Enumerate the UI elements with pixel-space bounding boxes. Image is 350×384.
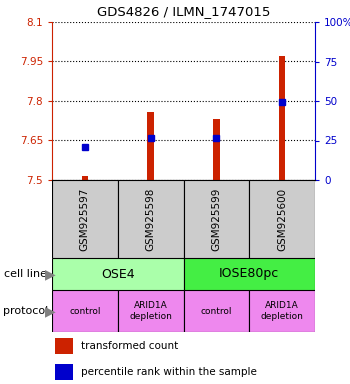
Bar bbox=[279, 56, 285, 180]
Text: GSM925600: GSM925600 bbox=[277, 187, 287, 251]
Text: ARID1A
depletion: ARID1A depletion bbox=[129, 301, 172, 321]
Bar bbox=[118, 290, 183, 332]
Text: IOSE80pc: IOSE80pc bbox=[219, 268, 279, 280]
Text: ARID1A
depletion: ARID1A depletion bbox=[261, 301, 303, 321]
Text: transformed count: transformed count bbox=[81, 341, 178, 351]
Text: ▶: ▶ bbox=[46, 267, 56, 281]
Text: GSM925598: GSM925598 bbox=[146, 187, 156, 251]
Bar bbox=[147, 111, 154, 180]
Bar bbox=[249, 180, 315, 258]
Text: percentile rank within the sample: percentile rank within the sample bbox=[81, 367, 257, 377]
Bar bbox=[55, 338, 73, 354]
Text: GSM925599: GSM925599 bbox=[211, 187, 221, 251]
Text: control: control bbox=[69, 306, 101, 316]
Bar bbox=[82, 176, 88, 180]
Bar bbox=[183, 180, 249, 258]
Bar bbox=[52, 290, 118, 332]
Bar bbox=[55, 364, 73, 380]
Text: control: control bbox=[201, 306, 232, 316]
Bar bbox=[249, 290, 315, 332]
Bar bbox=[52, 180, 118, 258]
Bar bbox=[118, 180, 183, 258]
Bar bbox=[213, 119, 220, 180]
Bar bbox=[183, 290, 249, 332]
Bar bbox=[52, 258, 183, 290]
Text: cell line: cell line bbox=[4, 269, 47, 279]
Text: OSE4: OSE4 bbox=[101, 268, 134, 280]
Text: protocol: protocol bbox=[4, 306, 49, 316]
Text: GSM925597: GSM925597 bbox=[80, 187, 90, 251]
Text: ▶: ▶ bbox=[46, 304, 56, 318]
Bar bbox=[183, 258, 315, 290]
Title: GDS4826 / ILMN_1747015: GDS4826 / ILMN_1747015 bbox=[97, 5, 270, 18]
